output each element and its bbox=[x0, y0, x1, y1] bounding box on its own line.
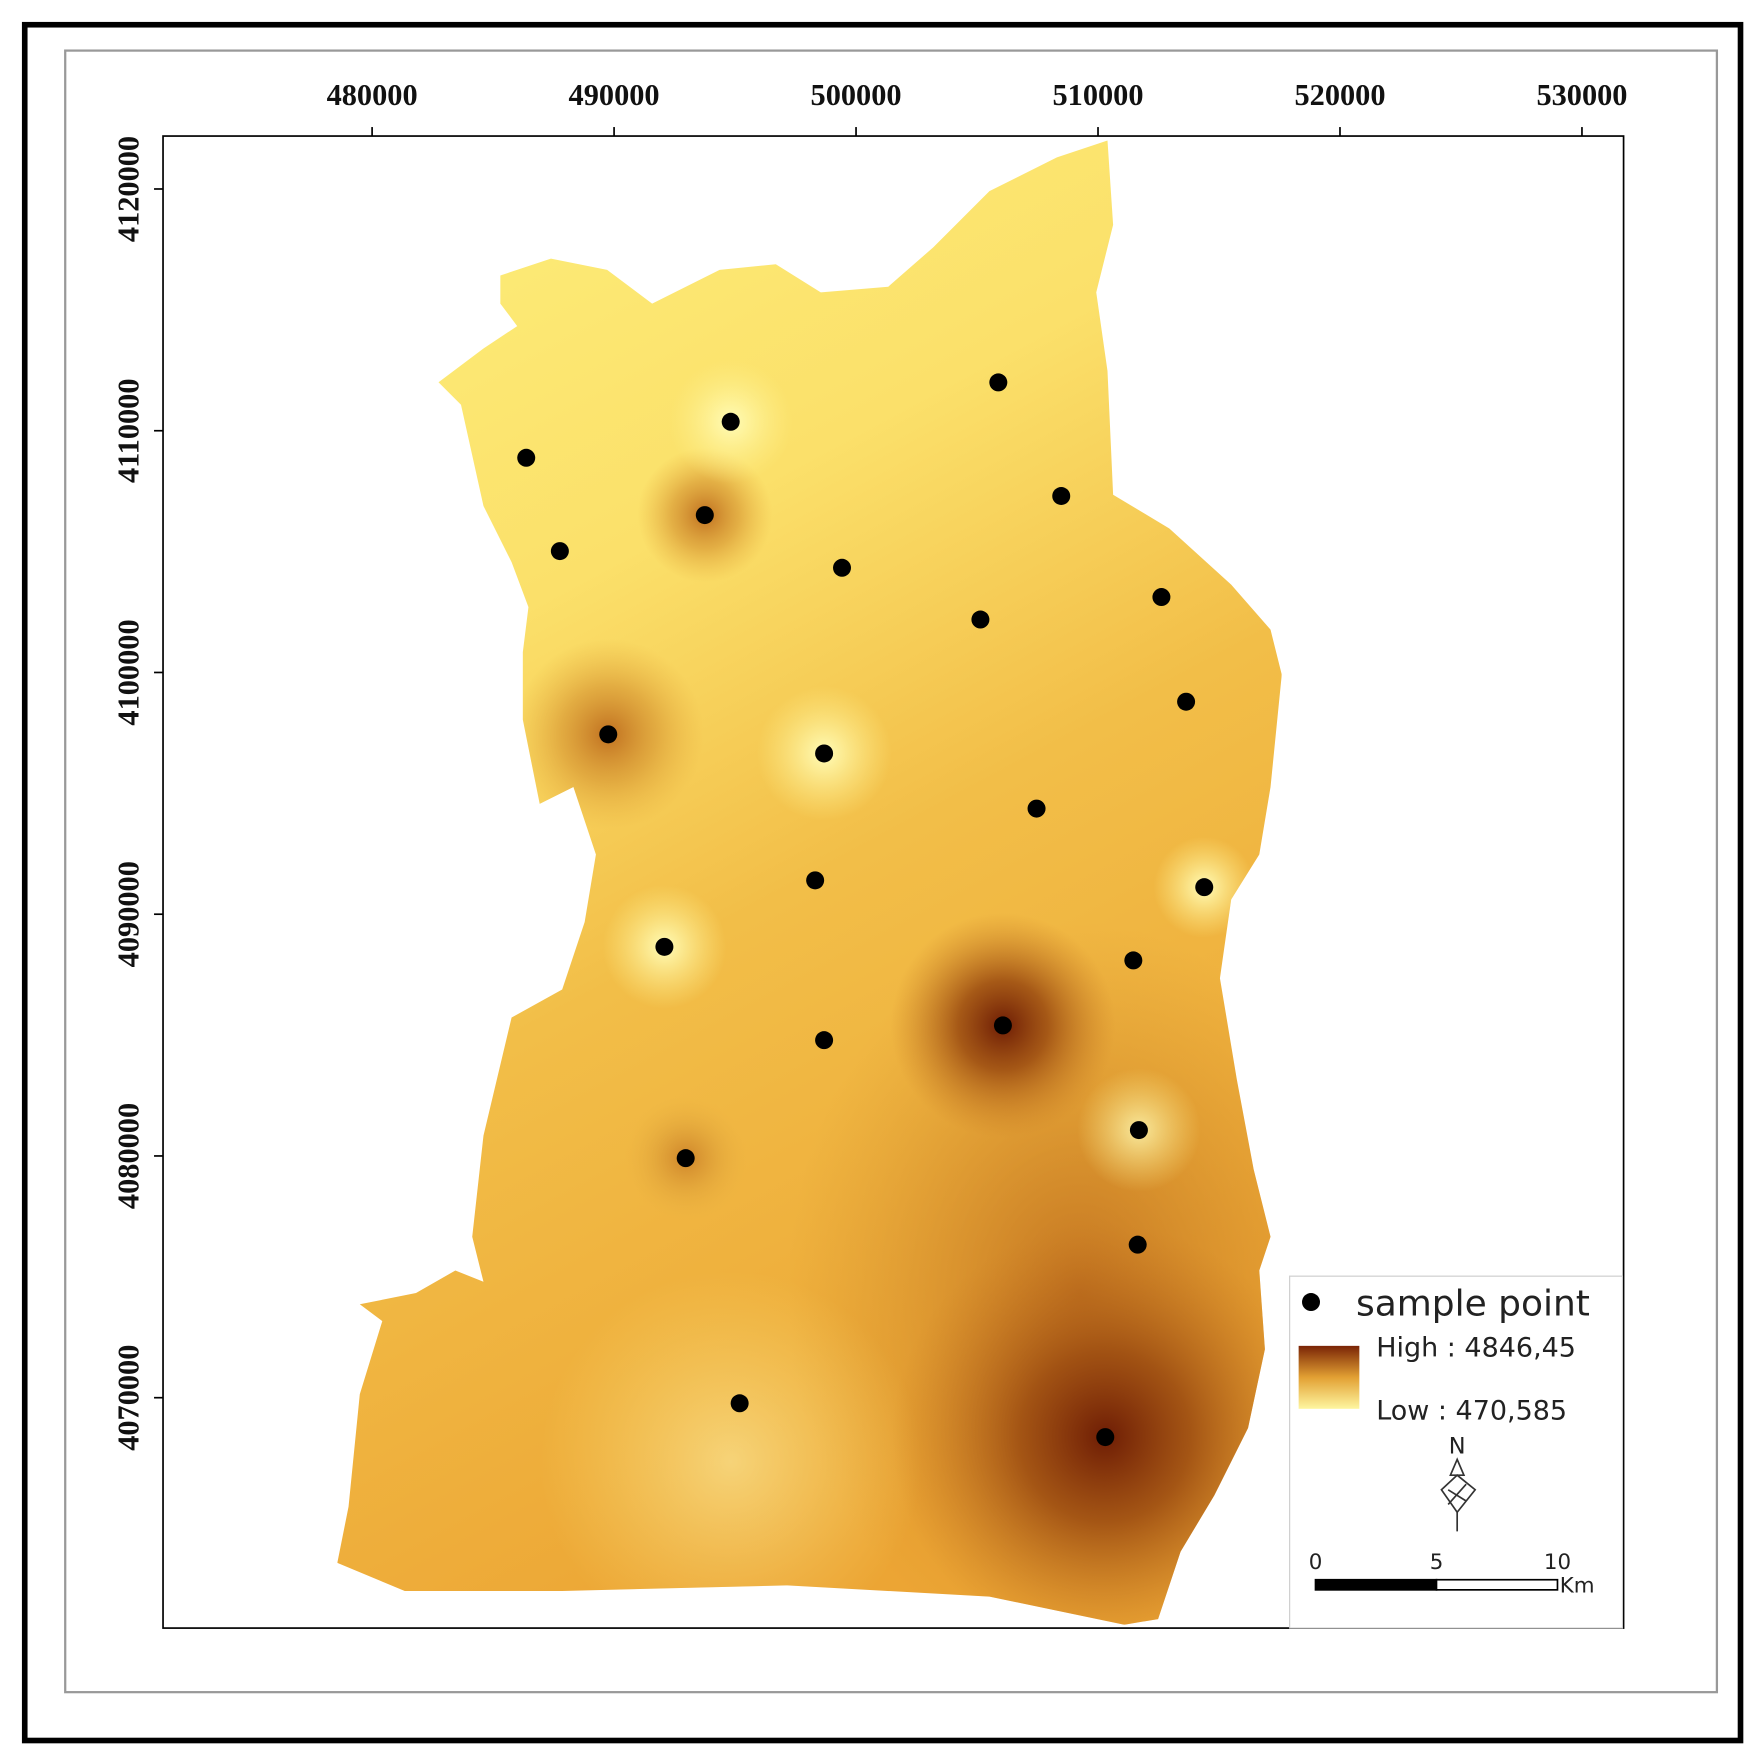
sample-point bbox=[655, 937, 674, 956]
y-tick-label: 4070000 bbox=[112, 1345, 146, 1451]
sample-point bbox=[1195, 878, 1214, 897]
sample-point bbox=[730, 1394, 749, 1413]
sample-point bbox=[599, 725, 618, 744]
sample-point bbox=[676, 1149, 695, 1168]
scale-label: 0 bbox=[1309, 1550, 1323, 1575]
sample-point bbox=[993, 1016, 1012, 1035]
sample-point bbox=[550, 542, 569, 561]
x-tick-label: 490000 bbox=[569, 78, 660, 112]
plot-frame bbox=[162, 135, 1625, 1629]
sample-point bbox=[815, 1031, 834, 1050]
scale-segment bbox=[1314, 1578, 1438, 1591]
outer-border bbox=[21, 21, 1744, 1744]
sample-point bbox=[1129, 1121, 1148, 1140]
north-arrow: N bbox=[1440, 1434, 1477, 1532]
legend: sample point High : 4846,45 Low : 470,58… bbox=[1289, 1275, 1624, 1629]
sample-point bbox=[1177, 692, 1196, 711]
scale-segment bbox=[1435, 1578, 1559, 1591]
y-tick-label: 4090000 bbox=[112, 861, 146, 967]
legend-color-ramp bbox=[1298, 1345, 1360, 1409]
sample-point bbox=[806, 871, 825, 890]
sample-point bbox=[1027, 799, 1046, 818]
sample-point bbox=[815, 744, 834, 763]
scale-unit: Km bbox=[1560, 1573, 1595, 1598]
sample-point bbox=[721, 412, 740, 431]
sample-point bbox=[989, 373, 1008, 392]
y-tick-label: 4120000 bbox=[112, 136, 146, 242]
scale-label: 10 bbox=[1544, 1550, 1571, 1575]
y-tick-label: 4110000 bbox=[112, 378, 146, 483]
legend-label: sample point bbox=[1356, 1283, 1590, 1324]
y-tick-label: 4080000 bbox=[112, 1103, 146, 1209]
sample-point bbox=[971, 610, 990, 629]
x-tick-label: 510000 bbox=[1052, 78, 1143, 112]
sample-point bbox=[517, 448, 536, 467]
y-tick-label: 4100000 bbox=[112, 619, 146, 725]
x-tick-label: 480000 bbox=[327, 78, 418, 112]
sample-point bbox=[1128, 1235, 1147, 1254]
legend-low: Low : 470,585 bbox=[1376, 1396, 1567, 1427]
sample-point bbox=[1052, 487, 1071, 505]
x-tick-label: 530000 bbox=[1536, 78, 1627, 112]
north-label: N bbox=[1449, 1434, 1466, 1460]
x-tick-label: 500000 bbox=[811, 78, 902, 112]
sample-point bbox=[1096, 1428, 1115, 1447]
scale-label: 5 bbox=[1430, 1550, 1444, 1575]
x-tick-label: 520000 bbox=[1294, 78, 1385, 112]
sample-point bbox=[1124, 951, 1143, 970]
legend-high: High : 4846,45 bbox=[1376, 1333, 1576, 1364]
sample-point bbox=[695, 506, 714, 525]
inner-border bbox=[64, 49, 1719, 1694]
sample-point bbox=[1152, 588, 1171, 607]
sample-point bbox=[833, 558, 852, 577]
interpolated-surface bbox=[337, 140, 1282, 1625]
